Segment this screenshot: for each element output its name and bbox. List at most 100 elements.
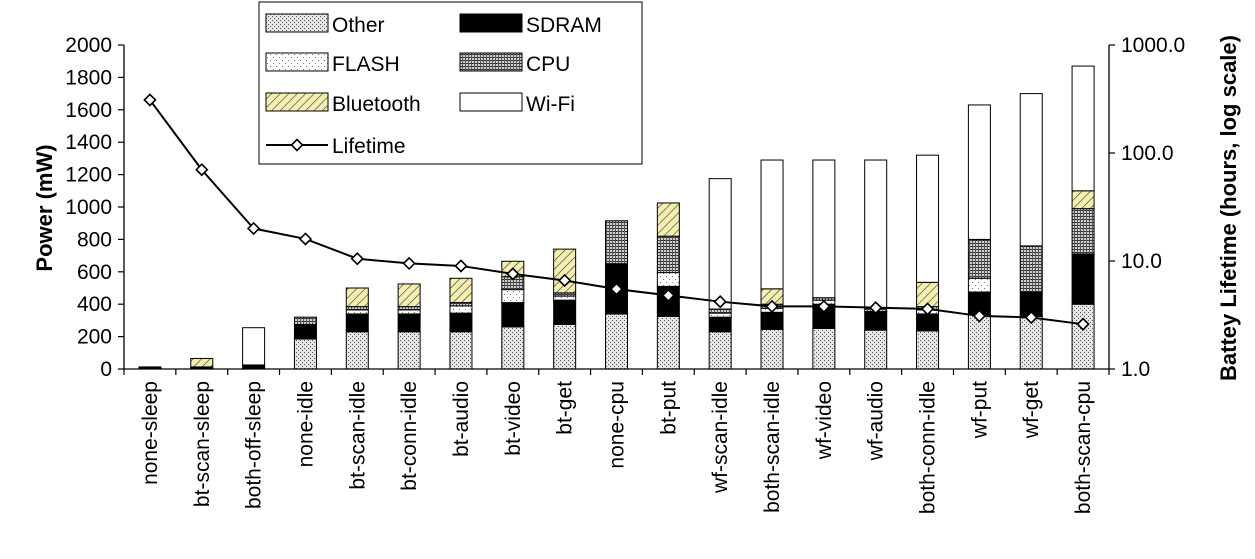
legend-marker-lifetime	[290, 138, 304, 152]
legend-label: Wi-Fi	[526, 93, 575, 116]
bar-segment-flash	[708, 312, 732, 318]
legend-swatch-sdram	[459, 13, 523, 33]
bar-segment-sdram	[864, 311, 888, 331]
bar-segment-other	[916, 330, 940, 370]
y2-axis-title: Battey Lifetime (hours, log scale)	[1216, 35, 1241, 381]
legend-swatch-other	[265, 13, 329, 33]
bar-segment-wi-fi	[864, 159, 888, 309]
legend: Other SDRAM FLASH CPU Bluetooth Wi-Fi Lifetime	[258, 1, 643, 165]
bar-segment-wi-fi	[760, 159, 784, 290]
bar-segment-cpu	[708, 308, 732, 314]
bar-segment-sdram	[501, 302, 525, 328]
lifetime-point	[350, 252, 364, 266]
bar-segment-other	[605, 313, 628, 370]
bar-segment-flash	[656, 272, 680, 287]
lifetime-point	[454, 259, 468, 273]
bar-segment-cpu	[605, 220, 628, 265]
lifetime-point	[817, 299, 831, 314]
x-tick-label: wf-video	[813, 381, 836, 460]
y2-tick-label: 1.0	[1121, 358, 1150, 381]
bar-segment-sdram	[345, 313, 369, 333]
bar-segment-flash	[449, 305, 473, 314]
y-tick-label: 1400	[65, 131, 112, 154]
bar-segment-other	[1071, 303, 1095, 370]
lifetime-point	[298, 232, 313, 246]
x-tick-label: bt-scan-sleep	[191, 381, 214, 507]
lifetime-point	[713, 295, 727, 309]
bar-segment-flash	[397, 309, 421, 315]
y2-tick-label: 1000.0	[1121, 34, 1185, 57]
bar-segment-sdram	[293, 324, 317, 340]
y-tick-label: 1600	[65, 99, 112, 122]
x-tick-label: both-conn-idle	[917, 381, 940, 514]
bar-segment-other	[501, 326, 525, 370]
bar-segment-sdram	[449, 312, 473, 333]
bar-segment-other	[1019, 315, 1043, 370]
y2-tick-label: 10.0	[1121, 250, 1162, 273]
lifetime-point	[1024, 310, 1038, 325]
bar-segment-wi-fi	[1071, 65, 1095, 192]
y-axis-title: Power (mW)	[32, 144, 57, 271]
legend-label: CPU	[526, 53, 570, 76]
bar-segment-other	[656, 315, 680, 370]
bar-segment-cpu	[967, 238, 991, 279]
y-tick-label: 0	[100, 358, 112, 381]
legend-label: SDRAM	[526, 14, 602, 37]
y-tick-label: 400	[77, 293, 112, 316]
x-tick-label: none-sleep	[139, 381, 162, 485]
bar-segment-wi-fi	[812, 159, 836, 299]
bar-segment-other	[553, 323, 577, 370]
bar-segment-flash	[967, 277, 991, 293]
x-tick-label: none-idle	[294, 381, 317, 467]
lifetime-point	[765, 299, 779, 314]
x-tick-label: bt-get	[554, 381, 577, 435]
bar-segment-wi-fi	[242, 327, 266, 366]
bar-segment-bluetooth	[656, 202, 680, 237]
bar-segment-other	[397, 331, 421, 370]
x-tick-label: wf-put	[968, 381, 991, 439]
bar-segment-cpu	[293, 316, 317, 325]
y-tick-label: 800	[77, 228, 112, 251]
x-tick-label: none-cpu	[606, 381, 629, 469]
x-tick-label: both-scan-idle	[761, 381, 784, 513]
bar-segment-flash	[501, 289, 525, 304]
y-tick-label: 600	[77, 261, 112, 284]
bar-segment-bluetooth	[397, 283, 421, 308]
bar-segment-other	[708, 331, 732, 370]
bar-segment-sdram	[553, 299, 577, 325]
bar-segment-sdram	[138, 366, 162, 369]
x-tick-label: bt-put	[657, 381, 680, 435]
bar-segment-cpu	[1019, 245, 1043, 293]
x-tick-label: bt-audio	[450, 381, 473, 457]
x-tick-label: both-off-sleep	[243, 381, 266, 509]
bar-segment-bluetooth	[345, 287, 369, 308]
x-tick-label: bt-conn-idle	[398, 381, 421, 491]
legend-label: Lifetime	[332, 135, 406, 158]
bar-segment-bluetooth	[190, 357, 214, 368]
legend-swatch-flash	[265, 52, 329, 72]
legend-label: Other	[332, 14, 385, 37]
y-tick-label: 2000	[65, 34, 112, 57]
bar-segment-wi-fi	[916, 154, 940, 283]
bar-segment-bluetooth	[449, 277, 473, 304]
legend-swatch-wi-fi	[459, 92, 523, 112]
bar-segment-flash	[553, 295, 577, 301]
legend-label: Bluetooth	[332, 93, 421, 116]
plot-area: 0 200 400 600 800 1000 1200 1400 1600 1800 2000 1.0…	[65, 1, 1185, 514]
bar-segment-bluetooth	[1071, 190, 1095, 210]
bar-segment-cpu	[656, 235, 680, 274]
bar-segment-wi-fi	[967, 104, 991, 240]
legend-swatch-bluetooth	[265, 92, 329, 112]
lifetime-point	[506, 267, 520, 281]
bar-segment-other	[293, 338, 317, 370]
x-tick-label: wf-audio	[865, 381, 888, 461]
bar-segment-sdram	[760, 311, 784, 330]
y-tick-label: 1800	[65, 66, 112, 89]
x-tick-label: both-scan-cpu	[1072, 381, 1095, 514]
bar-segment-sdram	[916, 313, 940, 332]
bar-segment-other	[760, 328, 784, 370]
lifetime-point	[195, 163, 209, 177]
legend-swatch-cpu	[459, 52, 523, 72]
lifetime-point	[869, 301, 883, 315]
